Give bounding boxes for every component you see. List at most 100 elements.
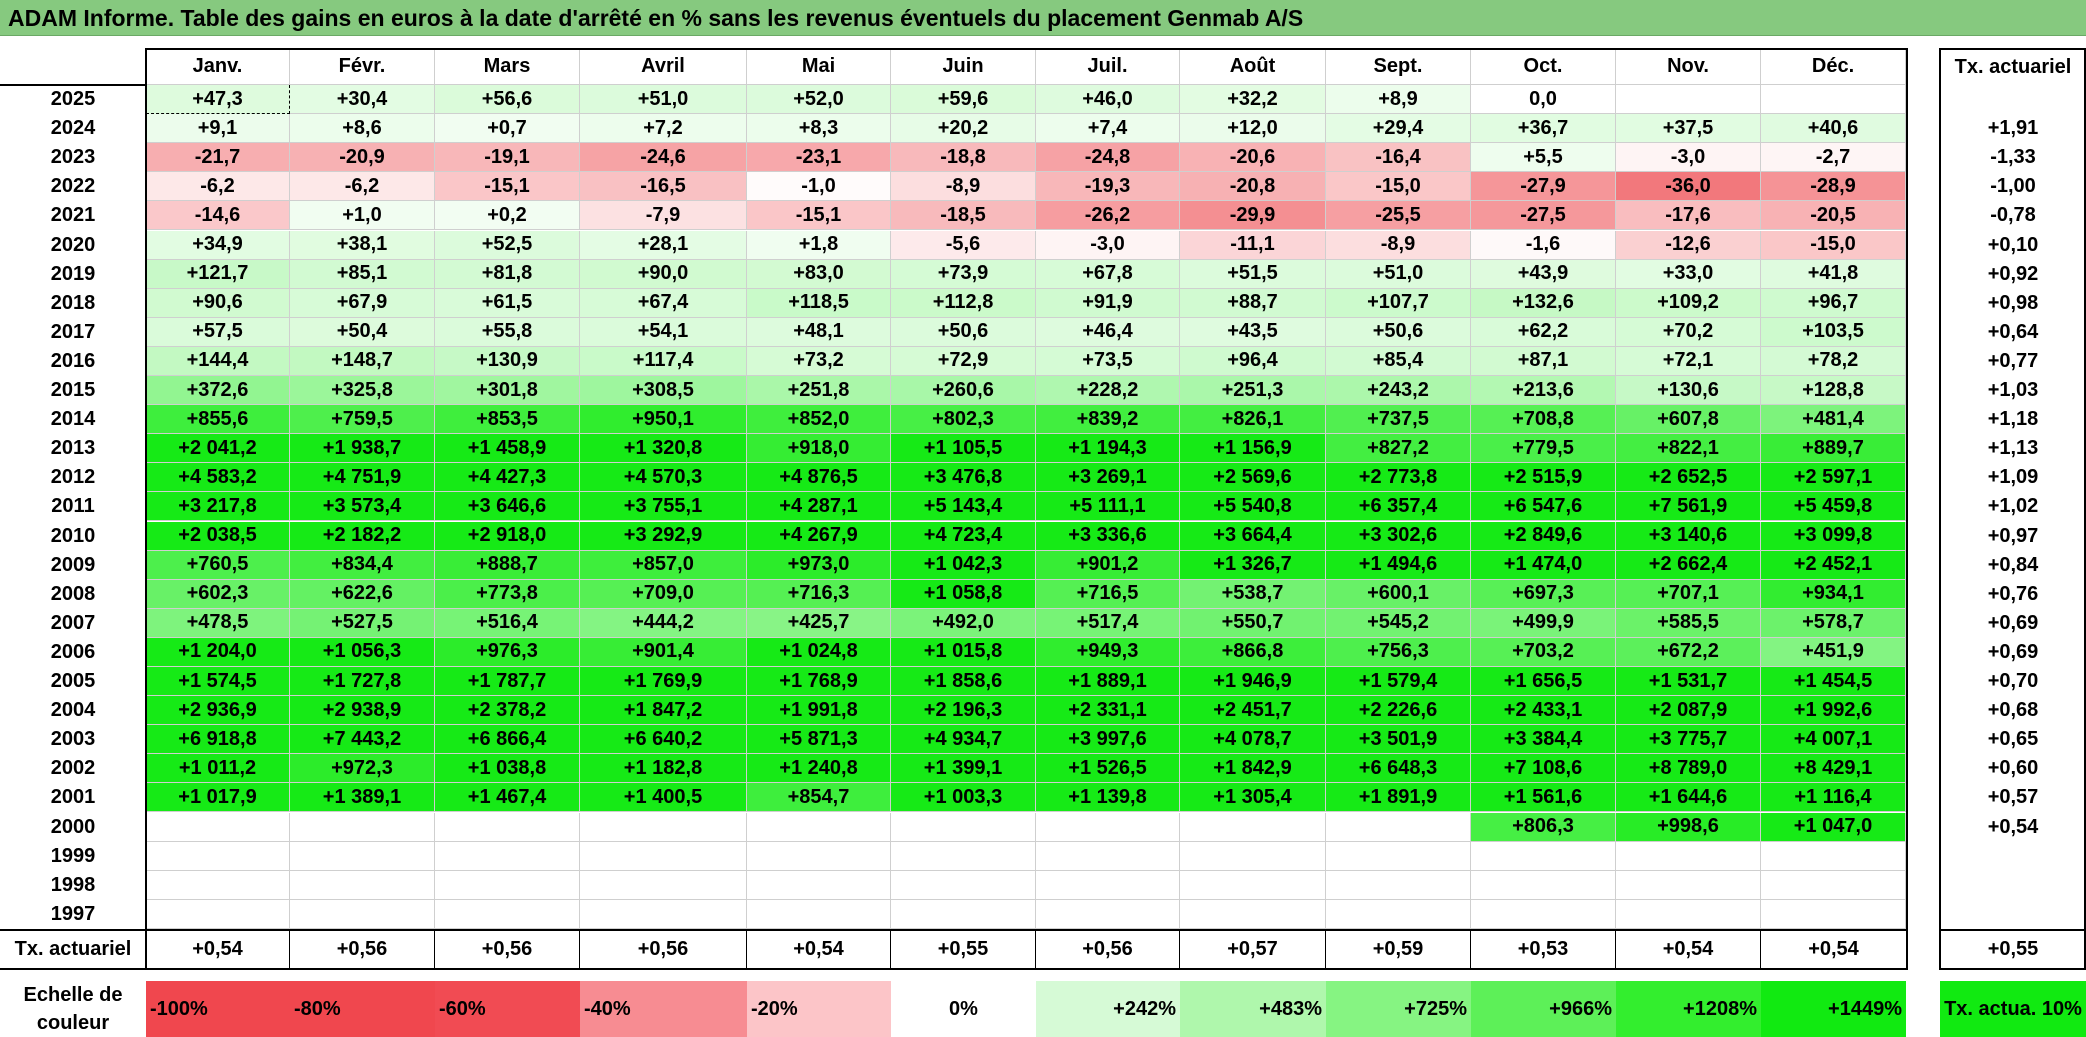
table-cell: +1 017,9 [146, 783, 290, 813]
table-cell: +1 320,8 [580, 434, 747, 464]
rate-cell: +0,57 [1987, 786, 2039, 809]
table-cell: +4 267,9 [747, 521, 891, 551]
year-label: 2007 [50, 611, 96, 634]
month-header: Oct. [1471, 49, 1616, 85]
rate-cell: +1,03 [1987, 379, 2039, 402]
summary-cell: +0,56 [580, 931, 747, 968]
table-cell: +51,5 [1180, 259, 1326, 289]
table-cell: +1 305,4 [1180, 783, 1326, 813]
table-cell: +1 768,9 [747, 667, 891, 697]
table-cell: -28,9 [1761, 172, 1906, 202]
table-cell: +96,4 [1180, 346, 1326, 376]
color-scale-swatch: +483% [1180, 981, 1326, 1037]
table-cell: +43,9 [1471, 259, 1616, 289]
table-cell [1180, 870, 1326, 900]
table-cell: +50,4 [290, 317, 435, 347]
month-header: Nov. [1616, 49, 1761, 85]
table-cell: +5 143,4 [891, 492, 1036, 522]
summary-separator [0, 929, 1908, 931]
table-cell: +40,6 [1761, 114, 1906, 144]
month-header: Août [1180, 49, 1326, 85]
table-cell: +2 378,2 [435, 696, 580, 726]
table-cell [146, 841, 290, 871]
table-cell: +516,4 [435, 608, 580, 638]
summary-cell: +0,54 [1808, 938, 1859, 960]
rate-header: Tx. actuariel [1954, 55, 2072, 78]
table-cell [747, 841, 891, 871]
table-cell: +50,6 [1326, 317, 1471, 347]
table-cell: -12,6 [1616, 230, 1761, 260]
table-cell: -8,9 [891, 172, 1036, 202]
table-cell: +117,4 [580, 346, 747, 376]
table-cell: +72,1 [1616, 346, 1761, 376]
table-cell: +67,8 [1036, 259, 1180, 289]
month-header: Sept. [1326, 49, 1471, 85]
table-cell: +478,5 [146, 608, 290, 638]
table-cell: +2 038,5 [146, 521, 290, 551]
table-cell [1326, 841, 1471, 871]
table-cell: +85,1 [290, 259, 435, 289]
rate-cell: +0,77 [1987, 349, 2039, 372]
table-cell [747, 812, 891, 842]
table-cell: +1 038,8 [435, 754, 580, 784]
table-cell: +372,6 [146, 376, 290, 406]
rate-scale-swatch: Tx. actua. 10% [1940, 981, 2086, 1037]
table-cell: +607,8 [1616, 405, 1761, 435]
table-cell: +73,5 [1036, 346, 1180, 376]
table-cell: +30,4 [290, 85, 435, 115]
month-header: Déc. [1761, 49, 1906, 85]
table-cell [891, 841, 1036, 871]
table-cell: +481,4 [1761, 405, 1906, 435]
table-cell: +4 934,7 [891, 725, 1036, 755]
table-cell [1180, 812, 1326, 842]
table-cell: +6 648,3 [1326, 754, 1471, 784]
table-cell: +492,0 [891, 608, 1036, 638]
table-cell [1616, 899, 1761, 929]
table-cell: +4 876,5 [747, 463, 891, 493]
table-cell: +1 105,5 [891, 434, 1036, 464]
table-cell: +3 140,6 [1616, 521, 1761, 551]
table-cell: -3,0 [1036, 230, 1180, 260]
table-cell [146, 812, 290, 842]
color-scale-swatch: -100% [146, 981, 290, 1037]
table-cell: +1,8 [747, 230, 891, 260]
table-cell: +251,8 [747, 376, 891, 406]
table-cell: +91,9 [1036, 288, 1180, 318]
year-label: 2021 [50, 204, 96, 227]
table-cell: +48,1 [747, 317, 891, 347]
table-cell [891, 899, 1036, 929]
year-label: 2001 [50, 786, 96, 809]
table-cell: +5 540,8 [1180, 492, 1326, 522]
table-cell: +118,5 [747, 288, 891, 318]
rate-cell: +0,69 [1987, 640, 2039, 663]
table-cell [435, 899, 580, 929]
year-label: 2000 [50, 815, 96, 838]
month-header: Mai [747, 49, 891, 85]
rate-cell: +0,65 [1987, 728, 2039, 751]
table-cell: -36,0 [1616, 172, 1761, 202]
color-scale-swatch: -60% [435, 981, 580, 1037]
table-cell [290, 899, 435, 929]
table-cell: +822,1 [1616, 434, 1761, 464]
rate-cell: -1,00 [1990, 175, 2036, 198]
rate-cell: +0,54 [1987, 815, 2039, 838]
table-cell: -17,6 [1616, 201, 1761, 231]
table-cell: +90,0 [580, 259, 747, 289]
rate-cell: +0,68 [1987, 699, 2039, 722]
table-cell: +8 789,0 [1616, 754, 1761, 784]
table-cell: +550,7 [1180, 608, 1326, 638]
table-cell: -1,0 [747, 172, 891, 202]
table-cell: +70,2 [1616, 317, 1761, 347]
table-cell: +47,3 [146, 85, 290, 115]
table-cell: +2 849,6 [1471, 521, 1616, 551]
table-cell: +243,2 [1326, 376, 1471, 406]
table-cell: +87,1 [1471, 346, 1616, 376]
report-title: ADAM Informe. Table des gains en euros à… [0, 0, 2086, 36]
table-cell: +4 583,2 [146, 463, 290, 493]
rate-cell: +1,91 [1987, 117, 2039, 140]
table-cell: +28,1 [580, 230, 747, 260]
table-cell: +934,1 [1761, 579, 1906, 609]
table-cell: +1 011,2 [146, 754, 290, 784]
year-label: 2003 [50, 728, 96, 751]
year-label: 2010 [50, 524, 96, 547]
